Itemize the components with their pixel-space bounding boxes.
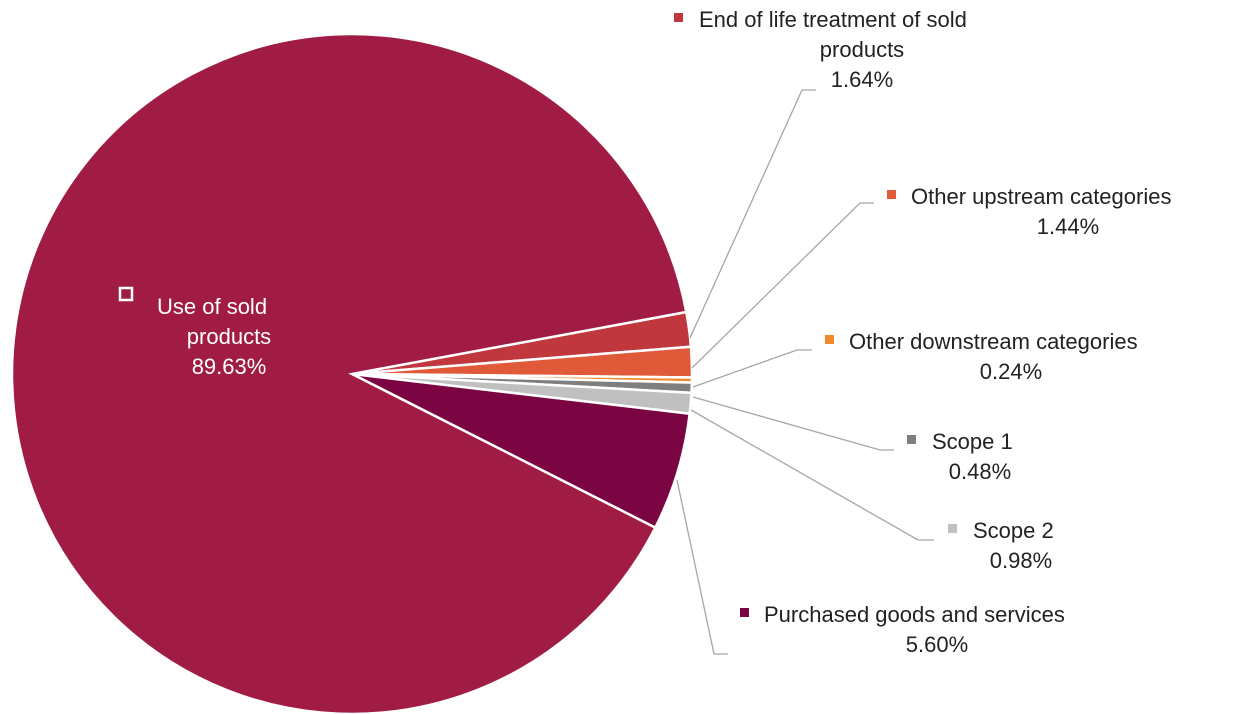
legend-swatch-scope-2 — [948, 524, 957, 533]
label-purchased-goods-value: 5.60% — [906, 632, 968, 657]
label-purchased-goods: Purchased goods and services 5.60% — [740, 602, 1065, 657]
label-other-downstream: Other downstream categories 0.24% — [825, 329, 1138, 384]
label-other-downstream-value: 0.24% — [980, 359, 1042, 384]
label-other-upstream-value: 1.44% — [1037, 214, 1099, 239]
label-use-of-sold-products: Use of sold products 89.63% — [118, 286, 271, 379]
legend-swatch-purchased-goods — [740, 608, 749, 617]
leader-line-other-down — [692, 349, 812, 388]
leader-line-scope-2 — [690, 409, 934, 541]
label-scope-2: Scope 2 0.98% — [948, 518, 1054, 573]
legend-swatch-end-of-life — [674, 13, 683, 22]
label-end-of-life-value: 1.64% — [831, 67, 893, 92]
label-end-of-life-name-line2: products — [820, 37, 904, 62]
label-other-upstream-name: Other upstream categories — [911, 184, 1171, 209]
label-scope-1-value: 0.48% — [949, 459, 1011, 484]
label-scope-2-name: Scope 2 — [973, 518, 1054, 543]
label-use-of-sold-products-value: 89.63% — [192, 354, 267, 379]
leader-lines — [676, 89, 934, 655]
label-end-of-life: End of life treatment of sold products 1… — [674, 7, 967, 92]
legend-swatch-other-upstream — [887, 190, 896, 199]
label-use-of-sold-products-name-line1: Use of sold — [157, 294, 267, 319]
label-scope-1-name: Scope 1 — [932, 429, 1013, 454]
label-end-of-life-name-line1: End of life treatment of sold — [699, 7, 967, 32]
label-other-upstream: Other upstream categories 1.44% — [887, 184, 1171, 239]
legend-swatch-use-of-sold-products — [118, 286, 134, 302]
label-use-of-sold-products-name-line2: products — [187, 324, 271, 349]
leader-line-scope-1 — [692, 396, 894, 451]
legend-swatch-other-downstream — [825, 335, 834, 344]
label-scope-1: Scope 1 0.48% — [907, 429, 1013, 484]
leader-line-purchased — [676, 479, 728, 655]
pie-slice-use-sold — [10, 32, 688, 714]
label-scope-2-value: 0.98% — [990, 548, 1052, 573]
pie-slices — [10, 32, 694, 714]
leader-line-other-up — [691, 202, 874, 369]
label-purchased-goods-name: Purchased goods and services — [764, 602, 1065, 627]
leader-line-eol — [689, 89, 816, 339]
label-other-downstream-name: Other downstream categories — [849, 329, 1138, 354]
legend-swatch-scope-1 — [907, 435, 916, 444]
